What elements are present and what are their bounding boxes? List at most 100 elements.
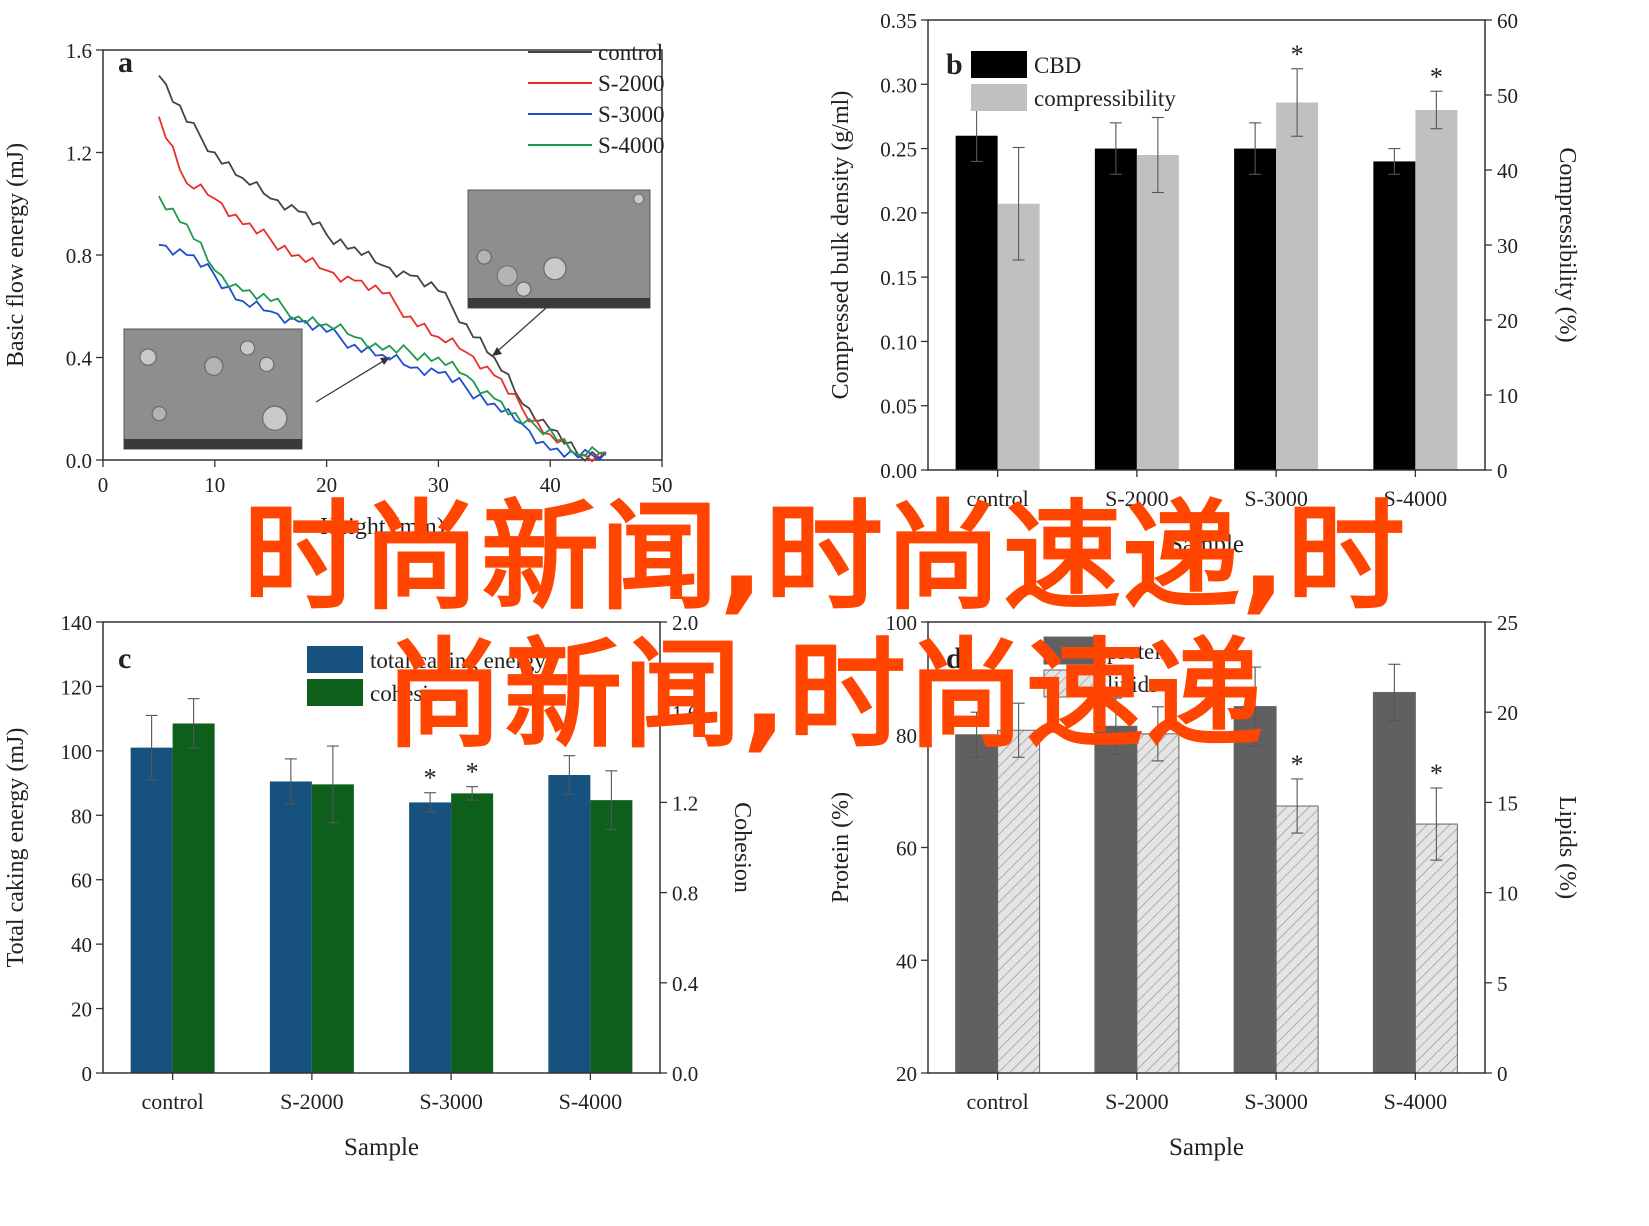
- legend-swatch-cohesion: [307, 679, 363, 706]
- y-right-tick-label-b: 20: [1497, 309, 1518, 333]
- y-axis-title-b: Compressed bulk density (g/ml): [828, 91, 854, 400]
- y-tick-label-b: 0.25: [880, 138, 917, 162]
- y-right-tick-label-c: 1.6: [672, 701, 698, 725]
- y-right-tick-label-d: 0: [1497, 1062, 1508, 1086]
- bar-total caking energy-S-2000: [269, 781, 312, 1073]
- plot-frame-b: [927, 19, 1486, 471]
- bar-protein-control: [955, 734, 999, 1074]
- sem-particle: [259, 356, 275, 372]
- x-tick-label-d: control: [966, 1089, 1028, 1114]
- y-right-tick-label-c: 0.4: [672, 972, 699, 996]
- sem-inset-bottom-frame: [123, 328, 303, 450]
- sem-inset-top-frame: [467, 189, 651, 309]
- y-tick-label-d: 40: [896, 949, 917, 973]
- panel-b-bar-chart: 0.00 0.05 0.10 0.15 0.20 0.25 0.30 0.35 Compress…: [828, 9, 1580, 558]
- series-line-S-3000: [158, 243, 607, 462]
- bar-compressibility-S-3000: [1276, 102, 1319, 470]
- sem-inset-top-scalebar: [468, 298, 650, 308]
- legend-label-CBD: CBD: [1034, 53, 1081, 78]
- y-tick-label-d: 60: [896, 837, 917, 861]
- bar-compressibility-S-2000: [1136, 155, 1179, 470]
- sem-particle: [204, 356, 224, 376]
- x-tick-label-a: 50: [652, 473, 673, 497]
- bar-protein-S-2000: [1094, 725, 1138, 1074]
- legend-label-S-2000: S-2000: [598, 71, 664, 96]
- significance-asterisk: *: [466, 758, 479, 787]
- series-line-control: [158, 75, 607, 462]
- bar-lipids-S-4000: [1414, 823, 1458, 1074]
- y-tick-label-d: 80: [896, 724, 917, 748]
- legend-swatch-lipids: [1043, 669, 1101, 698]
- y-tick-label-a: 0.8: [66, 244, 92, 268]
- y-tick-label-b: 0.10: [880, 330, 917, 354]
- y-tick-label-c: 20: [71, 998, 92, 1022]
- x-tick-label-b: S-2000: [1105, 486, 1169, 511]
- y-tick-label-b: 0.30: [880, 73, 917, 97]
- x-axis-title-d: Sample: [1169, 1134, 1244, 1161]
- x-tick-label-a: 20: [316, 473, 337, 497]
- sem-particle: [151, 406, 167, 422]
- legend-label-cohesion: cohesion: [370, 681, 452, 706]
- inset-arrow-top: [491, 307, 547, 357]
- y-tick-label-a: 1.6: [66, 39, 92, 63]
- bar-total caking energy-S-3000: [409, 802, 452, 1073]
- sem-particle: [476, 249, 492, 265]
- panel-label-d: d: [946, 642, 963, 675]
- x-axis-title-c: Sample: [344, 1134, 419, 1161]
- sem-particle: [543, 257, 567, 281]
- bar-protein-S-3000: [1233, 706, 1277, 1074]
- y-tick-label-c: 100: [61, 740, 93, 764]
- x-tick-label-b: control: [966, 486, 1028, 511]
- y-right-tick-label-c: 0.8: [672, 882, 698, 906]
- x-tick-label-a: 10: [204, 473, 225, 497]
- y-tick-label-c: 60: [71, 869, 92, 893]
- significance-asterisk: *: [1291, 750, 1304, 779]
- bar-cohesion-S-4000: [590, 800, 633, 1073]
- y-right-tick-label-b: 60: [1497, 9, 1518, 33]
- significance-asterisk: *: [1430, 759, 1443, 788]
- y-right-tick-label-b: 0: [1497, 459, 1508, 483]
- inset-arrow-top-head: [492, 347, 502, 356]
- x-tick-label-a: 40: [540, 473, 561, 497]
- x-tick-label-c: S-4000: [559, 1089, 623, 1114]
- legend-label-control: control: [598, 40, 663, 65]
- legend-label-total caking energy: total caking energy: [370, 648, 546, 673]
- y-axis-title-a: Basic flow energy (mJ): [3, 143, 29, 367]
- sem-inset-bottom-scalebar: [124, 439, 302, 449]
- y-right-axis-title-c: Cohesion: [729, 802, 755, 893]
- x-tick-label-a: 0: [98, 473, 109, 497]
- y-axis-title-d: Protein (%): [828, 792, 854, 903]
- watermark-headline-line-1: 时尚新闻,时尚速递,时: [243, 488, 1406, 626]
- x-tick-label-d: S-3000: [1244, 1089, 1308, 1114]
- bar-CBD-S-4000: [1373, 161, 1416, 470]
- y-tick-label-b: 0.20: [880, 202, 917, 226]
- sem-particle: [239, 340, 255, 356]
- y-tick-label-c: 40: [71, 933, 92, 957]
- x-tick-label-d: S-2000: [1105, 1089, 1169, 1114]
- panel-c-bar-chart: 0 20 40 60 80 100 120 140 Total caking energy (m…: [3, 611, 755, 1161]
- y-tick-label-d: 100: [886, 611, 918, 635]
- y-right-tick-label-c: 1.2: [672, 791, 698, 815]
- bar-cohesion-S-3000: [451, 793, 494, 1073]
- legend-swatch-total caking energy: [307, 646, 363, 673]
- y-axis-title-c: Total caking energy (mJ): [3, 728, 29, 968]
- bar-CBD-S-3000: [1234, 148, 1277, 471]
- x-axis-title-b: Sample: [1169, 531, 1244, 558]
- watermark-headline-line-2: 尚新闻,时尚速递: [385, 626, 1264, 764]
- panel-label-a: a: [118, 46, 133, 79]
- plot-frame-c: [102, 621, 661, 1074]
- panel-a-line-chart: a 0.0 0.4 0.8 1.2 1.6 Basic flow energy (mJ) 0 1…: [3, 39, 673, 540]
- panel-label-b: b: [946, 48, 963, 81]
- y-tick-label-c: 80: [71, 804, 92, 828]
- sem-particle: [633, 193, 645, 205]
- x-tick-label-c: S-3000: [419, 1089, 483, 1114]
- y-tick-label-b: 0.00: [880, 459, 917, 483]
- legend-label-lipids: lipids: [1107, 672, 1158, 697]
- legend-swatch-protein: [1043, 636, 1101, 665]
- y-tick-label-c: 0: [82, 1062, 93, 1086]
- bar-lipids-control: [997, 729, 1041, 1074]
- inset-arrow-bottom: [315, 356, 391, 403]
- y-tick-label-d: 20: [896, 1062, 917, 1086]
- legend-label-protein: protein: [1107, 639, 1173, 664]
- y-right-tick-label-b: 50: [1497, 84, 1518, 108]
